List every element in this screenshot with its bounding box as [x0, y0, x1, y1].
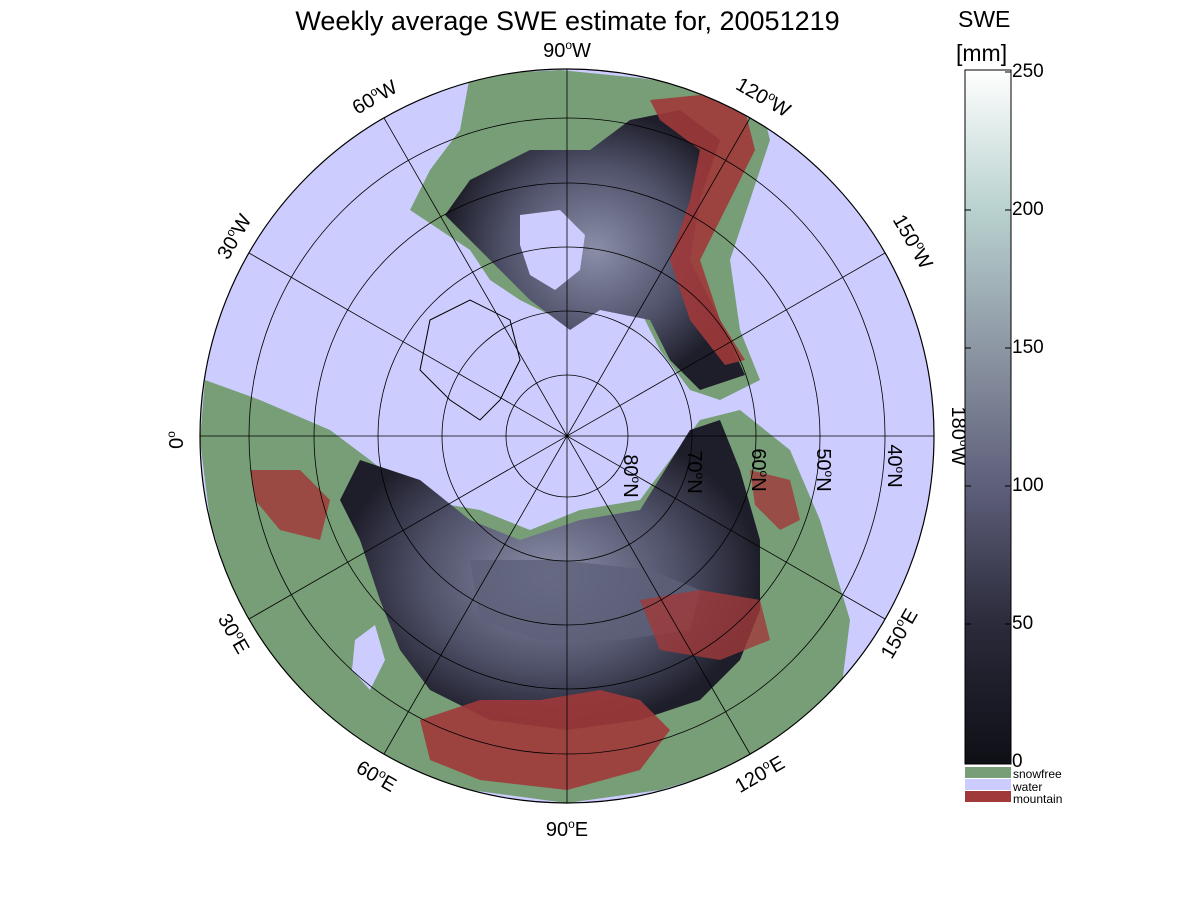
legend-swatch-mountain — [965, 791, 1011, 802]
lon-label-180w: 180oW — [947, 407, 971, 466]
lon-label-150w: 150oW — [888, 210, 938, 273]
legend-label-water: water — [1013, 780, 1043, 794]
colorbar-title: SWE — [958, 6, 1011, 32]
alps-mountain — [250, 470, 330, 540]
colorbar — [964, 69, 1012, 765]
lon-label-60e: 60oE — [352, 755, 401, 797]
lat-label-60n: 60oN — [747, 448, 771, 491]
colorbar-tick-50: 50 — [1012, 613, 1034, 634]
lat-label-40n: 40oN — [883, 444, 907, 487]
colorbar-ticks — [965, 71, 1011, 625]
greenland — [419, 299, 521, 421]
kamchatka-mountain — [750, 470, 800, 530]
hudson-bay — [520, 210, 585, 290]
caspian-water — [352, 625, 385, 690]
lat-label-50n: 50oN — [812, 448, 836, 491]
graticule — [199, 68, 935, 804]
lon-label-90w: 90oW — [543, 38, 591, 62]
himalaya-mountain — [420, 690, 670, 790]
siberia-snow-core — [470, 560, 700, 640]
colorbar-tick-0: 0 — [1012, 751, 1023, 772]
lon-label-0: 0o — [164, 431, 188, 449]
map-title: Weekly average SWE estimate for, 2005121… — [295, 6, 840, 36]
legend-swatch-water — [965, 779, 1011, 790]
lon-label-90e: 90oE — [546, 817, 588, 841]
north-america-snow — [445, 110, 745, 390]
colorbar-tick-150: 150 — [1012, 337, 1044, 358]
colorbar-tick-200: 200 — [1012, 199, 1044, 220]
lat-label-70n: 70oN — [683, 450, 707, 493]
legend-label-snowfree: snowfree — [1013, 767, 1062, 781]
colorbar-tick-100: 100 — [1012, 475, 1044, 496]
east-siberia-mountain — [640, 590, 770, 660]
colorbar-tick-250: 250 — [1012, 61, 1044, 82]
lat-label-80n: 80oN — [619, 454, 643, 497]
colorbar-unit: [mm] — [956, 40, 1008, 66]
legend-label-mountain: mountain — [1013, 792, 1063, 806]
legend-swatch-snowfree — [965, 767, 1011, 778]
